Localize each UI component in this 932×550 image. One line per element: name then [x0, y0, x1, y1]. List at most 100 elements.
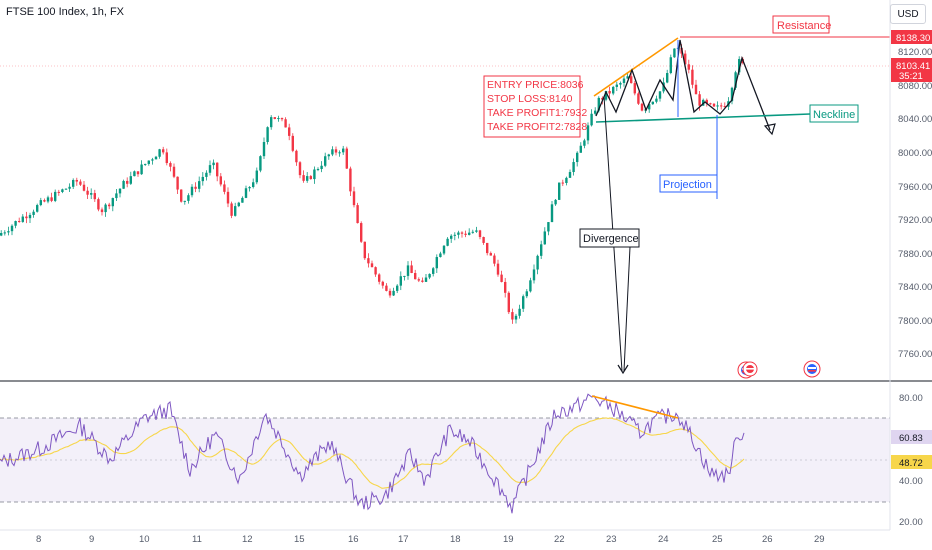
us-flag-icon-3[interactable]: [803, 360, 821, 378]
candle-body: [658, 91, 662, 99]
candle-body: [388, 290, 392, 296]
candle-body: [655, 98, 658, 102]
candle-body: [489, 253, 492, 256]
candle-body: [356, 205, 359, 224]
candle-body: [122, 180, 125, 189]
candle-body: [651, 101, 654, 105]
resistance-label: Resistance: [777, 20, 831, 32]
candle-body: [460, 232, 464, 234]
neckline-line[interactable]: [595, 113, 811, 123]
price-tick-label: 7920.00: [898, 215, 932, 226]
candle-body: [482, 236, 485, 243]
candle-body: [187, 195, 190, 201]
candle-body: [162, 149, 165, 153]
candle-body: [320, 165, 323, 170]
candle-body: [507, 292, 510, 313]
trade-box[interactable]: [483, 75, 581, 138]
divergence-label-box[interactable]: [579, 228, 640, 248]
price-tick-label: 8000.00: [898, 148, 932, 159]
rsi-tick-label: 40.00: [899, 476, 923, 487]
rsi-axis[interactable]: 80.00 40.00 20.00 60.83 48.72: [891, 393, 932, 528]
currency-button[interactable]: USD: [890, 4, 926, 24]
candle-body: [439, 253, 442, 258]
rsi-tick-label: 20.00: [899, 517, 923, 528]
candle-body: [691, 69, 694, 85]
candle-body: [104, 204, 107, 213]
candle-body: [46, 197, 50, 202]
candle-body: [684, 53, 687, 65]
candle-body: [158, 149, 161, 157]
candle-body: [601, 97, 604, 100]
candle-body: [18, 221, 21, 223]
candle-body: [248, 186, 251, 189]
neckline-label: Neckline: [813, 109, 855, 121]
candle-body: [180, 189, 183, 202]
candle-body: [399, 276, 402, 286]
candle-body: [464, 233, 467, 235]
candle-body: [471, 231, 474, 233]
time-tick-label: 11: [192, 534, 202, 545]
candle-body: [284, 119, 287, 128]
divergence-arrow-line-2[interactable]: [623, 246, 631, 372]
candle-body: [630, 76, 633, 84]
candle-body: [547, 222, 550, 232]
candle-body: [594, 110, 597, 114]
rising-trendline[interactable]: [593, 37, 679, 97]
candle-body: [604, 90, 608, 100]
candle-body: [277, 118, 280, 120]
candle-body: [583, 140, 586, 146]
bar-countdown-label: 35:21: [899, 71, 923, 82]
candle-body: [687, 64, 690, 70]
candle-body: [640, 103, 644, 111]
rsi-value-badge: [891, 430, 932, 444]
symbol-title[interactable]: FTSE 100 Index, 1h, FX: [6, 6, 125, 18]
candle-body: [709, 103, 712, 105]
candle-body: [212, 162, 215, 166]
candle-body: [615, 84, 618, 87]
candle-body: [133, 171, 136, 177]
candle-body: [32, 211, 35, 215]
projection-label: Projection: [663, 179, 712, 191]
price-tick-label: 8040.00: [898, 114, 932, 125]
candle-body: [79, 181, 82, 185]
candle-body: [712, 103, 716, 107]
rsi-pane[interactable]: [0, 393, 890, 514]
candle-body: [435, 257, 438, 269]
time-tick-label: 17: [398, 534, 409, 545]
drawing-layer[interactable]: ENTRY PRICE:8036 STOP LOSS:8140 TAKE PRO…: [483, 15, 859, 379]
time-axis[interactable]: 8 9 10 11 12 15 16 17 18 19 22 23 24 25 …: [0, 529, 890, 545]
candle-body: [381, 281, 384, 286]
price-axis[interactable]: 8120.00 8080.00 8040.00 8000.00 7960.00 …: [889, 0, 932, 530]
candle-body: [637, 93, 640, 104]
rsi-divergence-trendline[interactable]: [591, 395, 679, 419]
candle-body: [298, 162, 302, 176]
resistance-price-label: 8138.30: [896, 33, 930, 44]
candle-body: [568, 172, 572, 178]
price-pane[interactable]: [0, 36, 890, 324]
candle-body: [86, 190, 89, 195]
candle-body: [442, 245, 446, 254]
neckline-label-box[interactable]: [809, 104, 859, 123]
trade-box-line-stop: STOP LOSS:8140: [487, 93, 573, 105]
candle-body: [720, 105, 723, 107]
candle-body: [165, 152, 168, 164]
candle-body: [90, 193, 93, 195]
candle-body: [396, 285, 399, 291]
us-flag-icon-2[interactable]: [742, 361, 758, 377]
candle-body: [118, 188, 122, 194]
candle-body: [543, 231, 546, 245]
price-tick-label: 7760.00: [898, 349, 932, 360]
candle-body: [673, 48, 676, 58]
candle-body: [424, 277, 428, 282]
candle-body: [241, 197, 244, 203]
projection-label-box[interactable]: [659, 174, 718, 193]
divergence-label: Divergence: [583, 233, 639, 245]
candle-body: [493, 255, 496, 264]
price-tick-label: 7880.00: [898, 249, 932, 260]
head-shoulders-pattern[interactable]: [595, 39, 771, 131]
candle-body: [230, 203, 233, 216]
candle-body: [723, 106, 726, 108]
candle-body: [295, 150, 298, 163]
resistance-label-box[interactable]: [772, 15, 830, 34]
